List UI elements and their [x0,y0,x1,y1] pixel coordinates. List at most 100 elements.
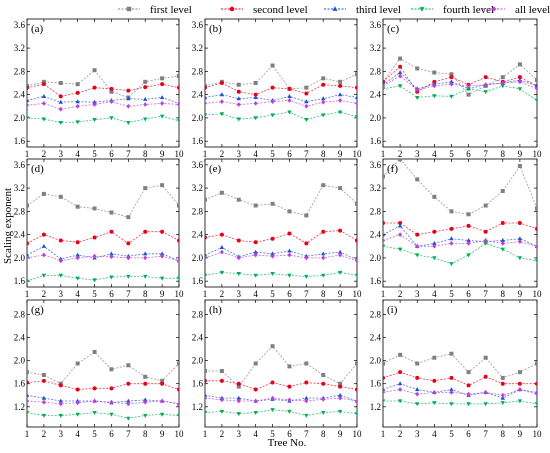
data-point [517,370,522,375]
data-point [177,102,179,107]
data-point [143,397,148,402]
data-point [253,81,258,85]
data-point [236,272,241,277]
y-tick-label: 1.2 [14,402,25,412]
series-line-first-level [383,58,537,96]
data-point [500,247,505,252]
data-point [321,96,326,101]
data-point [176,413,179,418]
y-tick-label: 2.8 [370,66,382,76]
x-tick-label: 1 [381,149,386,159]
series-line-all-levels [383,75,537,91]
data-point [287,98,292,103]
data-point [535,226,537,231]
data-point [466,240,471,246]
y-tick-label: 2.0 [192,253,204,263]
data-point [449,209,454,214]
data-point [483,355,488,360]
x-tick-label: 6 [466,149,471,159]
data-point [177,387,179,392]
data-point [304,361,309,366]
x-tick-label: 3 [59,429,64,439]
data-point [321,183,326,188]
data-point [338,381,343,386]
data-point [109,89,114,94]
data-point [41,191,46,196]
data-point [253,116,258,121]
data-point [75,103,80,109]
data-point [449,236,454,241]
data-point [415,387,420,392]
data-point [287,248,292,253]
data-point [109,116,114,121]
y-tick-label: 2.4 [370,333,382,343]
series-line-fourth-level [27,412,179,419]
series-line-fourth-level [27,274,179,282]
x-tick-label: 3 [237,289,242,299]
data-point [535,391,537,397]
data-point [92,410,97,415]
y-tick-label: 3.2 [370,183,381,193]
series-line-second-level [205,380,357,390]
data-point [304,213,309,218]
data-point [92,349,97,354]
x-tick-label: 10 [175,429,185,439]
series-line-first-level [205,345,357,388]
data-point [517,87,523,92]
data-point [75,276,80,281]
series-line-first-level [383,159,537,215]
x-tick-label: 6 [287,289,292,299]
data-point [253,92,258,97]
data-point [27,98,30,103]
data-point [304,85,309,90]
panel-h: 1 2 3 4 5 6 7 8 9 10 1.2 1.6 2.0 2.4 2.8 (h) [192,299,362,439]
series-line-fourth-level [27,115,179,124]
panel-frame [26,299,180,428]
x-tick-label: 6 [466,429,471,439]
data-point [483,82,488,88]
data-point [466,212,471,217]
x-tick-label: 1 [25,149,30,159]
data-point [236,89,241,94]
x-tick-label: 2 [398,149,403,159]
data-point [27,392,30,397]
data-point [287,231,292,236]
data-point [449,375,454,380]
data-point [160,381,165,386]
data-point [398,387,403,392]
data-point [398,370,403,375]
data-point [159,412,165,417]
data-point [338,228,343,233]
data-point [205,392,208,397]
data-point [287,384,292,389]
series-line-second-level [205,230,357,244]
data-point [517,236,523,241]
legend: first level second level third level fourth… [118,4,550,16]
data-point [398,352,403,357]
data-point [500,392,505,398]
panels: 1 2 3 4 5 6 7 8 9 10 1.6 2.0 2.4 2.8 3.2 3.6 (a) 1 2 3 4 5 6 7 8… [14,18,543,439]
legend-marker [332,6,338,11]
x-tick-label: 6 [466,289,471,299]
series-line-third-level [27,394,179,405]
x-tick-label: 7 [304,429,309,439]
data-point [500,401,505,406]
y-tick-label: 2.4 [14,90,26,100]
data-point [109,86,114,91]
data-point [483,75,488,80]
x-tick-label: 2 [220,149,225,159]
data-point [321,99,326,105]
data-point [535,243,537,249]
panel-label: (f) [387,163,398,175]
x-tick-label: 10 [533,149,543,159]
data-point [143,399,148,405]
data-point [415,232,420,237]
series-line-third-level [383,383,537,399]
x-tick-label: 5 [449,149,454,159]
x-tick-label: 3 [237,429,242,439]
data-point [27,255,29,261]
data-point [466,238,471,243]
data-point [398,232,403,238]
data-point [397,381,403,386]
x-tick-label: 1 [381,289,386,299]
